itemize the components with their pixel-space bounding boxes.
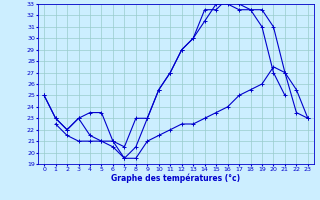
X-axis label: Graphe des températures (°c): Graphe des températures (°c) [111,174,241,183]
